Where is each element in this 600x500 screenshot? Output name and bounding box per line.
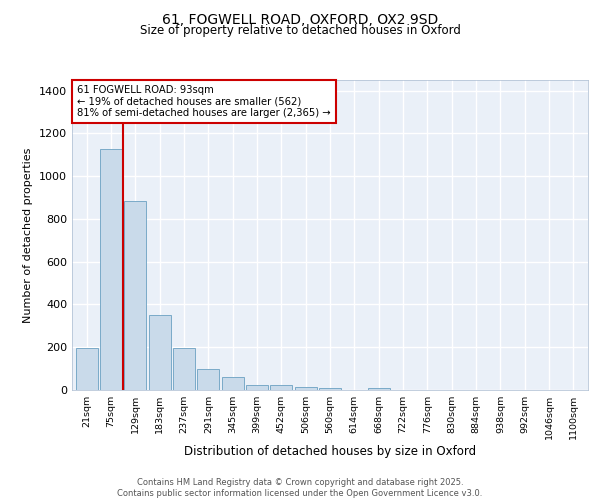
Bar xyxy=(149,315,170,390)
Y-axis label: Number of detached properties: Number of detached properties xyxy=(23,148,34,322)
Bar xyxy=(246,384,268,390)
Text: Size of property relative to detached houses in Oxford: Size of property relative to detached ho… xyxy=(140,24,460,37)
Text: 61 FOGWELL ROAD: 93sqm
← 19% of detached houses are smaller (562)
81% of semi-de: 61 FOGWELL ROAD: 93sqm ← 19% of detached… xyxy=(77,84,331,118)
Bar xyxy=(221,377,244,390)
Bar xyxy=(124,201,146,390)
Text: 61, FOGWELL ROAD, OXFORD, OX2 9SD: 61, FOGWELL ROAD, OXFORD, OX2 9SD xyxy=(162,12,438,26)
Bar xyxy=(368,388,389,390)
Bar xyxy=(319,388,341,390)
X-axis label: Distribution of detached houses by size in Oxford: Distribution of detached houses by size … xyxy=(184,444,476,458)
Text: Contains HM Land Registry data © Crown copyright and database right 2025.
Contai: Contains HM Land Registry data © Crown c… xyxy=(118,478,482,498)
Bar xyxy=(173,348,195,390)
Bar xyxy=(295,387,317,390)
Bar xyxy=(100,150,122,390)
Bar xyxy=(76,348,98,390)
Bar xyxy=(271,386,292,390)
Bar xyxy=(197,368,219,390)
